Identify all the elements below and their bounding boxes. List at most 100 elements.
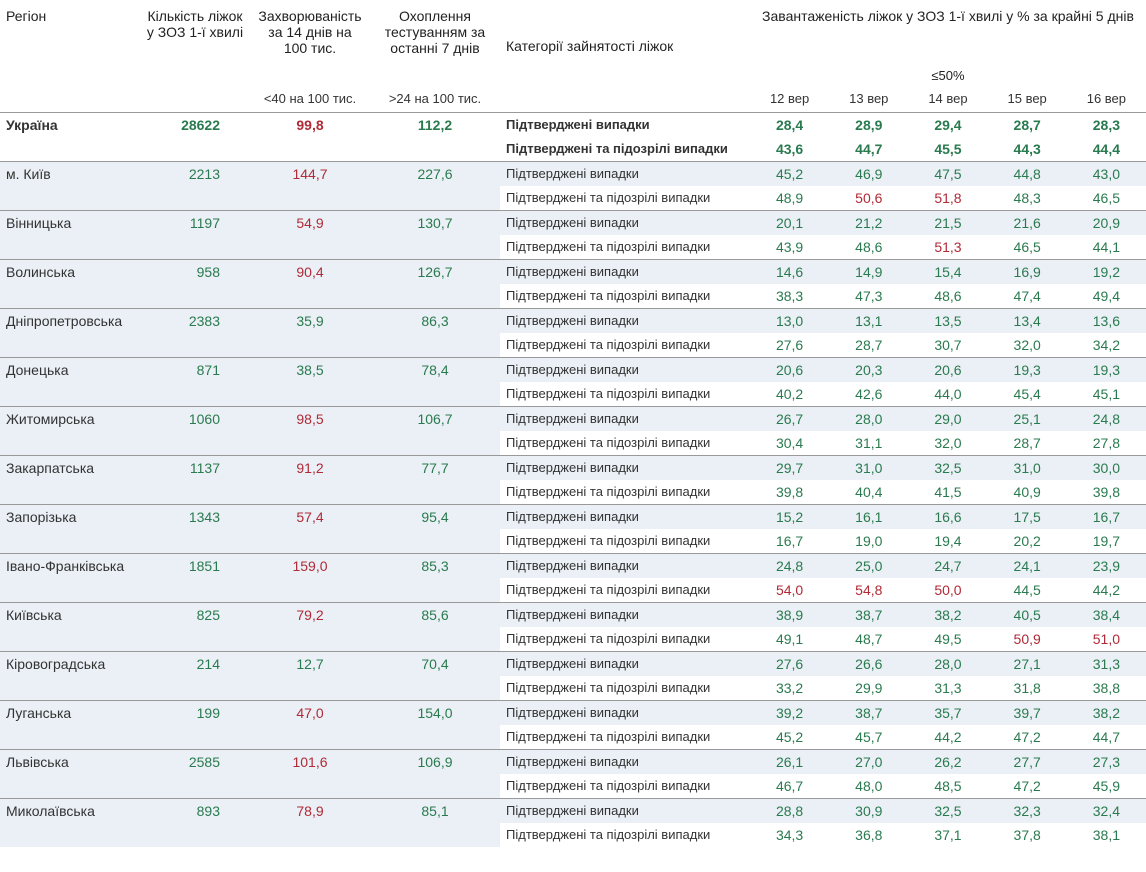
- beds-value: 1851: [140, 554, 250, 603]
- occupancy-value: 29,4: [908, 113, 987, 138]
- category-label: Підтверджені випадки: [500, 309, 750, 334]
- occupancy-value: 40,4: [829, 480, 908, 505]
- occupancy-value: 33,2: [750, 676, 829, 701]
- occupancy-value: 26,7: [750, 407, 829, 432]
- date-header-4: 16 вер: [1067, 87, 1146, 113]
- occupancy-value: 29,9: [829, 676, 908, 701]
- occupancy-value: 19,3: [1067, 358, 1146, 383]
- occupancy-value: 46,5: [988, 235, 1067, 260]
- incidence-value: 79,2: [250, 603, 370, 652]
- testing-value: 78,4: [370, 358, 500, 407]
- occupancy-value: 37,1: [908, 823, 987, 847]
- region-name: Івано-Франківська: [0, 554, 140, 603]
- occupancy-value: 28,3: [1067, 113, 1146, 138]
- incidence-value: 144,7: [250, 162, 370, 211]
- testing-value: 95,4: [370, 505, 500, 554]
- occupancy-value: 28,0: [908, 652, 987, 677]
- category-label: Підтверджені та підозрілі випадки: [500, 529, 750, 554]
- occupancy-value: 44,0: [908, 382, 987, 407]
- region-name: м. Київ: [0, 162, 140, 211]
- table-row: Вінницька119754,9130,7Підтверджені випад…: [0, 211, 1146, 236]
- occupancy-value: 45,7: [829, 725, 908, 750]
- occupancy-value: 44,2: [908, 725, 987, 750]
- occupancy-value: 47,5: [908, 162, 987, 187]
- category-label: Підтверджені випадки: [500, 603, 750, 628]
- occupancy-value: 16,1: [829, 505, 908, 530]
- category-label: Підтверджені випадки: [500, 260, 750, 285]
- occupancy-value: 13,1: [829, 309, 908, 334]
- occupancy-value: 19,7: [1067, 529, 1146, 554]
- occupancy-value: 54,8: [829, 578, 908, 603]
- occupancy-value: 27,6: [750, 333, 829, 358]
- category-label: Підтверджені випадки: [500, 505, 750, 530]
- occupancy-value: 31,8: [988, 676, 1067, 701]
- occupancy-value: 51,8: [908, 186, 987, 211]
- occupancy-value: 21,6: [988, 211, 1067, 236]
- header-row-2: <40 на 100 тис. >24 на 100 тис. 12 вер 1…: [0, 87, 1146, 113]
- occupancy-value: 31,0: [988, 456, 1067, 481]
- occupancy-value: 19,2: [1067, 260, 1146, 285]
- beds-value: 28622: [140, 113, 250, 162]
- occupancy-value: 28,4: [750, 113, 829, 138]
- header-incidence: Захворюваність за 14 днів на 100 тис.: [250, 0, 370, 60]
- occupancy-value: 20,2: [988, 529, 1067, 554]
- occupancy-value: 43,6: [750, 137, 829, 162]
- occupancy-value: 28,7: [988, 113, 1067, 138]
- occupancy-value: 14,9: [829, 260, 908, 285]
- occupancy-value: 38,9: [750, 603, 829, 628]
- occupancy-value: 48,3: [988, 186, 1067, 211]
- occupancy-value: 30,0: [1067, 456, 1146, 481]
- threshold-testing: >24 на 100 тис.: [370, 87, 500, 113]
- table-row: Запорізька134357,495,4Підтверджені випад…: [0, 505, 1146, 530]
- occupancy-value: 28,8: [750, 799, 829, 824]
- occupancy-value: 17,5: [988, 505, 1067, 530]
- occupancy-value: 43,0: [1067, 162, 1146, 187]
- occupancy-value: 39,2: [750, 701, 829, 726]
- occupancy-value: 38,2: [908, 603, 987, 628]
- occupancy-value: 48,5: [908, 774, 987, 799]
- beds-value: 1343: [140, 505, 250, 554]
- category-label: Підтверджені та підозрілі випадки: [500, 676, 750, 701]
- category-label: Підтверджені випадки: [500, 799, 750, 824]
- occupancy-value: 41,5: [908, 480, 987, 505]
- testing-value: 77,7: [370, 456, 500, 505]
- incidence-value: 99,8: [250, 113, 370, 162]
- incidence-value: 57,4: [250, 505, 370, 554]
- table-row: Дніпропетровська238335,986,3Підтверджені…: [0, 309, 1146, 334]
- beds-value: 2213: [140, 162, 250, 211]
- occupancy-value: 38,7: [829, 603, 908, 628]
- occupancy-value: 25,0: [829, 554, 908, 579]
- table-row: Донецька87138,578,4Підтверджені випадки2…: [0, 358, 1146, 383]
- occupancy-value: 40,9: [988, 480, 1067, 505]
- table-row: Луганська19947,0154,0Підтверджені випадк…: [0, 701, 1146, 726]
- category-label: Підтверджені та підозрілі випадки: [500, 480, 750, 505]
- occupancy-value: 31,3: [908, 676, 987, 701]
- table-row: Україна2862299,8112,2Підтверджені випадк…: [0, 113, 1146, 138]
- occupancy-value: 37,8: [988, 823, 1067, 847]
- table-row: м. Київ2213144,7227,6Підтверджені випадк…: [0, 162, 1146, 187]
- category-label: Підтверджені та підозрілі випадки: [500, 284, 750, 309]
- incidence-value: 54,9: [250, 211, 370, 260]
- category-label: Підтверджені випадки: [500, 554, 750, 579]
- table-row: Житомирська106098,5106,7Підтверджені вип…: [0, 407, 1146, 432]
- testing-value: 85,1: [370, 799, 500, 848]
- date-header-0: 12 вер: [750, 87, 829, 113]
- occupancy-value: 27,7: [988, 750, 1067, 775]
- occupancy-value: 47,2: [988, 725, 1067, 750]
- incidence-value: 47,0: [250, 701, 370, 750]
- occupancy-value: 50,9: [988, 627, 1067, 652]
- occupancy-value: 46,7: [750, 774, 829, 799]
- incidence-value: 101,6: [250, 750, 370, 799]
- occupancy-value: 32,4: [1067, 799, 1146, 824]
- occupancy-value: 30,4: [750, 431, 829, 456]
- beds-value: 1197: [140, 211, 250, 260]
- table-row: Івано-Франківська1851159,085,3Підтвердже…: [0, 554, 1146, 579]
- occupancy-value: 13,0: [750, 309, 829, 334]
- incidence-value: 91,2: [250, 456, 370, 505]
- occupancy-value: 16,7: [750, 529, 829, 554]
- occupancy-value: 44,2: [1067, 578, 1146, 603]
- category-label: Підтверджені та підозрілі випадки: [500, 627, 750, 652]
- beds-value: 893: [140, 799, 250, 848]
- occupancy-value: 34,3: [750, 823, 829, 847]
- occupancy-value: 28,9: [829, 113, 908, 138]
